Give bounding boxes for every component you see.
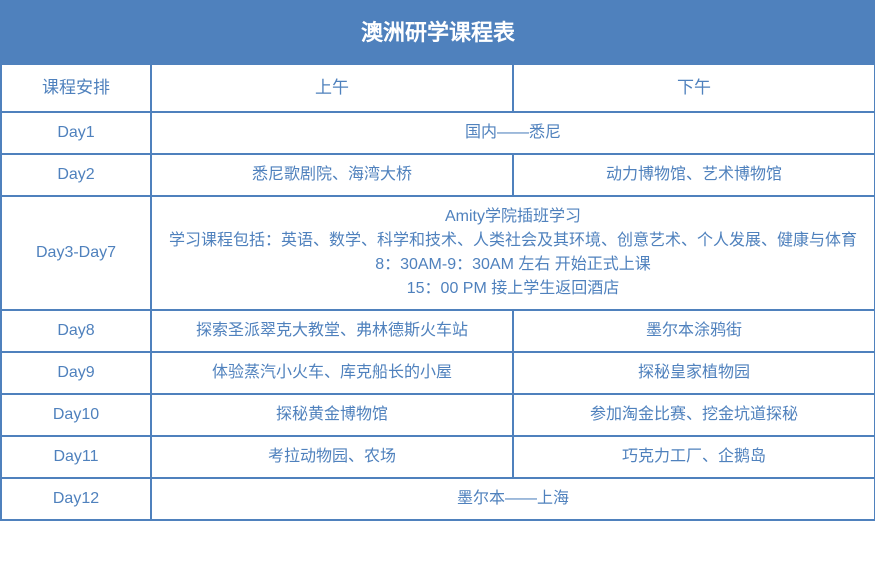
table-row: Day10探秘黄金博物馆参加淘金比赛、挖金坑道探秘 [1, 394, 875, 436]
table-row: Day1国内——悉尼 [1, 112, 875, 154]
table-row: Day12墨尔本——上海 [1, 478, 875, 520]
morning-cell: 探秘黄金博物馆 [151, 394, 513, 436]
full-day-cell: 国内——悉尼 [151, 112, 875, 154]
morning-cell: 考拉动物园、农场 [151, 436, 513, 478]
day-cell: Day12 [1, 478, 151, 520]
morning-cell: 悉尼歌剧院、海湾大桥 [151, 154, 513, 196]
table-row: Day3-Day7Amity学院插班学习学习课程包括：英语、数学、科学和技术、人… [1, 196, 875, 310]
col-schedule: 课程安排 [1, 64, 151, 112]
table-row: Day2悉尼歌剧院、海湾大桥动力博物馆、艺术博物馆 [1, 154, 875, 196]
table-row: Day9体验蒸汽小火车、库克船长的小屋探秘皇家植物园 [1, 352, 875, 394]
title-row: 澳洲研学课程表 [1, 1, 875, 64]
afternoon-cell: 探秘皇家植物园 [513, 352, 875, 394]
morning-cell: 探索圣派翠克大教堂、弗林德斯火车站 [151, 310, 513, 352]
header-row: 课程安排 上午 下午 [1, 64, 875, 112]
full-day-cell: 墨尔本——上海 [151, 478, 875, 520]
afternoon-cell: 巧克力工厂、企鹅岛 [513, 436, 875, 478]
full-day-cell: Amity学院插班学习学习课程包括：英语、数学、科学和技术、人类社会及其环境、创… [151, 196, 875, 310]
table-row: Day8探索圣派翠克大教堂、弗林德斯火车站墨尔本涂鸦街 [1, 310, 875, 352]
col-afternoon: 下午 [513, 64, 875, 112]
col-morning: 上午 [151, 64, 513, 112]
day-cell: Day2 [1, 154, 151, 196]
day-cell: Day9 [1, 352, 151, 394]
afternoon-cell: 动力博物馆、艺术博物馆 [513, 154, 875, 196]
morning-cell: 体验蒸汽小火车、库克船长的小屋 [151, 352, 513, 394]
day-cell: Day8 [1, 310, 151, 352]
day-cell: Day1 [1, 112, 151, 154]
afternoon-cell: 墨尔本涂鸦街 [513, 310, 875, 352]
day-cell: Day11 [1, 436, 151, 478]
afternoon-cell: 参加淘金比赛、挖金坑道探秘 [513, 394, 875, 436]
day-cell: Day3-Day7 [1, 196, 151, 310]
table-row: Day11考拉动物园、农场巧克力工厂、企鹅岛 [1, 436, 875, 478]
schedule-table: 澳洲研学课程表 课程安排 上午 下午 Day1国内——悉尼Day2悉尼歌剧院、海… [0, 0, 875, 521]
table-title: 澳洲研学课程表 [1, 1, 875, 64]
day-cell: Day10 [1, 394, 151, 436]
